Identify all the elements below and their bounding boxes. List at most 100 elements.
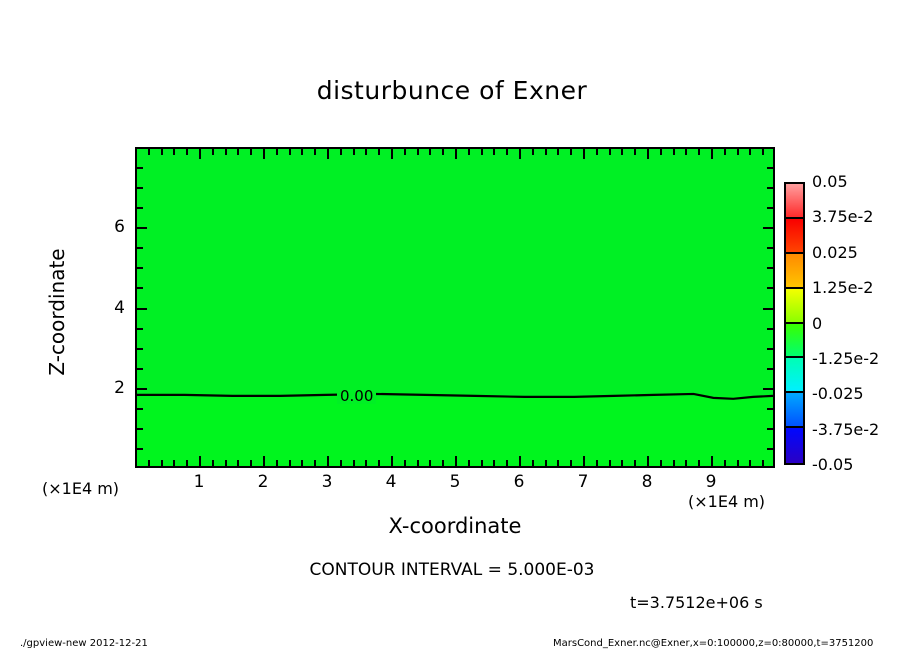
- y-axis-unit-label: (×1E4 m): [42, 479, 120, 498]
- x-axis-tick: [480, 460, 483, 466]
- x-axis-tick: [698, 149, 701, 155]
- x-axis-tick: [634, 149, 637, 155]
- x-axis-tick: [608, 149, 611, 155]
- y-axis-tick: [137, 367, 143, 370]
- x-axis-tick: [352, 149, 355, 155]
- x-axis-tick: [634, 460, 637, 466]
- x-axis-tick: [698, 460, 701, 466]
- footer-dataset-info: MarsCond_Exner.nc@Exner,x=0:100000,z=0:8…: [553, 638, 874, 649]
- x-axis-tick: [672, 149, 675, 155]
- y-axis-tick: [767, 407, 773, 410]
- colorbar-band: [786, 288, 803, 324]
- x-axis-tick: [685, 460, 688, 466]
- x-axis-tick-label: 5: [449, 472, 461, 492]
- y-axis-tick: [137, 247, 143, 250]
- x-axis-tick: [339, 149, 342, 155]
- x-axis-tick: [275, 460, 278, 466]
- y-axis-tick: [763, 307, 773, 310]
- x-axis-tick: [416, 460, 419, 466]
- x-axis-tick: [519, 456, 521, 466]
- x-axis-tick: [173, 460, 176, 466]
- colorbar-tick-label: -0.025: [812, 384, 864, 404]
- y-axis-tick: [137, 347, 143, 350]
- x-axis-tick: [314, 460, 317, 466]
- y-axis-tick: [137, 187, 143, 190]
- x-axis-tick: [506, 460, 509, 466]
- x-axis-tick-label: 9: [705, 472, 717, 492]
- x-axis-tick-label: 4: [385, 472, 397, 492]
- x-axis-tick: [493, 460, 496, 466]
- x-axis-tick: [186, 149, 189, 155]
- y-axis-tick: [767, 247, 773, 250]
- y-axis-title: Z-coordinate: [45, 248, 69, 376]
- field-region-upper: [137, 149, 773, 397]
- y-axis-tick: [767, 347, 773, 350]
- x-axis-tick: [237, 460, 240, 466]
- x-axis-tick: [595, 149, 598, 155]
- x-axis-tick: [672, 460, 675, 466]
- x-axis-tick: [288, 149, 291, 155]
- x-axis-tick: [224, 460, 227, 466]
- x-axis-tick: [224, 149, 227, 155]
- field-region-lower: [137, 396, 773, 466]
- x-axis-tick: [711, 456, 713, 466]
- x-axis-tick: [621, 460, 624, 466]
- page-title: disturbunce of Exner: [316, 76, 588, 105]
- y-axis-tick: [137, 307, 147, 310]
- x-axis-tick: [455, 149, 457, 159]
- x-axis-tick: [442, 149, 445, 155]
- x-axis-tick: [365, 460, 368, 466]
- x-axis-tick: [263, 456, 265, 466]
- y-axis-tick: [137, 427, 143, 430]
- x-axis-tick-label: 2: [257, 472, 269, 492]
- y-axis-tick-label: 2: [114, 377, 125, 398]
- colorbar-tick-label: -1.25e-2: [812, 348, 880, 368]
- colorbar-band: [786, 358, 803, 394]
- x-axis-tick: [647, 149, 649, 159]
- x-axis-tick: [749, 149, 752, 155]
- x-axis-tick: [723, 149, 726, 155]
- y-axis-tick: [767, 207, 773, 210]
- colorbar-tick-label: 0: [812, 313, 823, 333]
- x-axis-tick-label: 1: [193, 472, 205, 492]
- x-axis-tick: [301, 149, 304, 155]
- x-axis-tick: [365, 149, 368, 155]
- x-axis-tick: [237, 149, 240, 155]
- x-axis-tick: [647, 456, 649, 466]
- colorbar-band: [786, 393, 803, 429]
- y-axis-tick: [763, 227, 773, 230]
- footer-command: ./gpview-new 2012-12-21: [20, 638, 148, 649]
- y-axis-tick: [137, 207, 143, 210]
- colorbar-tick-label: 0.05: [812, 172, 848, 191]
- colorbar-band: [786, 253, 803, 289]
- x-axis-tick: [557, 460, 560, 466]
- x-axis-tick: [403, 460, 406, 466]
- colorbar-band: [786, 184, 803, 219]
- x-axis-tick: [557, 149, 560, 155]
- x-axis-tick: [711, 149, 713, 159]
- x-axis-tick: [288, 460, 291, 466]
- x-axis-tick: [250, 460, 253, 466]
- colorbar-band: [786, 428, 803, 463]
- x-axis-tick: [378, 149, 381, 155]
- x-axis-tick: [403, 149, 406, 155]
- y-axis-tick-label: 4: [114, 297, 125, 318]
- y-axis-tick: [767, 167, 773, 170]
- y-axis-tick: [763, 387, 773, 390]
- x-axis-tick: [199, 149, 201, 159]
- y-axis-tick: [137, 227, 147, 230]
- colorbar-tick-label: 0.025: [812, 242, 858, 262]
- x-axis-tick: [544, 460, 547, 466]
- x-axis-tick: [493, 149, 496, 155]
- colorbar-tick-label: 3.75e-2: [812, 207, 874, 227]
- x-axis-tick: [531, 460, 534, 466]
- x-axis-tick: [391, 149, 393, 159]
- timestamp-annotation: t=3.7512e+06 s: [630, 593, 763, 612]
- y-axis-tick: [137, 447, 143, 450]
- x-axis-tick: [595, 460, 598, 466]
- contour-interval-annotation: CONTOUR INTERVAL = 5.000E-03: [309, 560, 595, 580]
- x-axis-tick: [723, 460, 726, 466]
- x-axis-tick: [659, 460, 662, 466]
- y-axis-tick: [137, 167, 143, 170]
- x-axis-tick: [762, 149, 765, 155]
